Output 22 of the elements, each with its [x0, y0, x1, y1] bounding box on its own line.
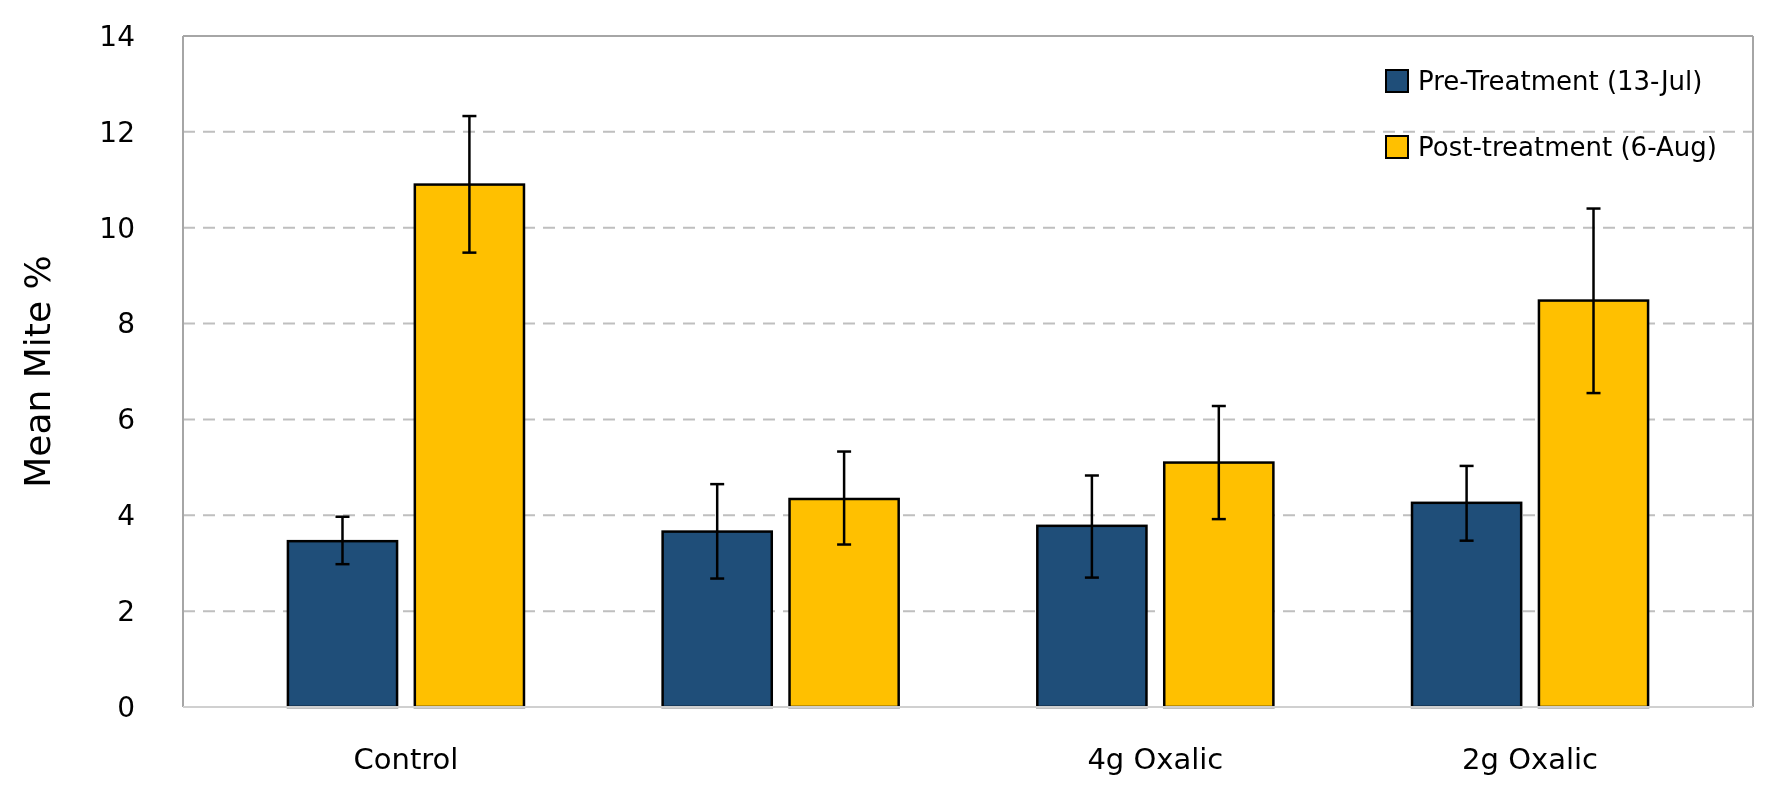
x-tick-label: Control [353, 742, 459, 776]
y-tick-label: 2 [117, 594, 135, 628]
x-tick-label: 2g Oxalic [1462, 742, 1599, 776]
legend-label: Post-treatment (6-Aug) [1418, 132, 1717, 163]
bar [413, 183, 526, 709]
bar [286, 539, 399, 709]
y-tick-label: 6 [117, 403, 135, 437]
y-tick-label: 10 [99, 211, 135, 245]
bar [1537, 299, 1650, 709]
bar [1162, 461, 1275, 709]
bar [1036, 524, 1148, 709]
bar [1410, 501, 1523, 709]
legend-label: Pre-Treatment (13-Jul) [1418, 66, 1703, 97]
y-tick-label: 4 [117, 499, 135, 533]
y-tick-label: 14 [99, 19, 135, 53]
y-tick-label: 8 [117, 307, 135, 341]
bar [661, 530, 774, 709]
y-axis-title: Mean Mite % [17, 255, 58, 488]
x-tick-label: 4g Oxalic [1087, 742, 1224, 776]
y-tick-label: 12 [99, 115, 135, 149]
bar [788, 497, 900, 709]
y-tick-label: 0 [117, 690, 135, 724]
